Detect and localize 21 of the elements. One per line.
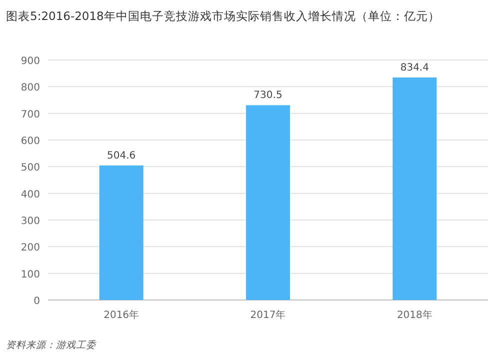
y-tick-label: 800 bbox=[20, 82, 40, 94]
bar bbox=[99, 165, 144, 300]
x-tick-label: 2016年 bbox=[104, 309, 140, 321]
x-tick-label: 2018年 bbox=[396, 309, 432, 321]
y-tick-label: 200 bbox=[20, 242, 40, 254]
y-tick-label: 400 bbox=[20, 189, 40, 200]
chart-title: 图表5:2016-2018年中国电子竞技游戏市场实际销售收入增长情况（单位：亿元） bbox=[6, 9, 440, 23]
x-tick-label: 2017年 bbox=[250, 309, 286, 321]
data-label: 730.5 bbox=[254, 90, 282, 102]
data-label: 834.4 bbox=[400, 62, 429, 74]
y-tick-label: 500 bbox=[20, 162, 40, 174]
y-tick-label: 300 bbox=[20, 216, 40, 227]
y-tick-label: 700 bbox=[20, 109, 40, 120]
bar bbox=[246, 105, 290, 300]
y-tick-label: 0 bbox=[34, 296, 40, 307]
text: 资料来源：游戏工委 bbox=[6, 340, 97, 351]
y-tick-label: 600 bbox=[20, 136, 40, 147]
y-tick-label: 100 bbox=[20, 269, 40, 280]
y-tick-label: 900 bbox=[20, 56, 40, 67]
bar bbox=[392, 77, 437, 300]
data-label: 504.6 bbox=[107, 150, 136, 162]
